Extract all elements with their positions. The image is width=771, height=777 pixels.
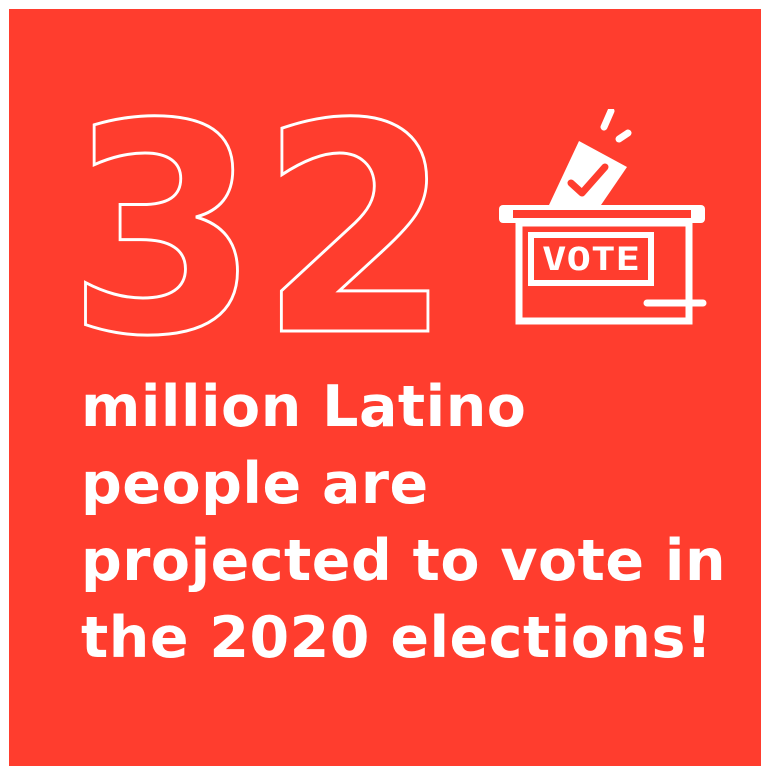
headline-line-2: people are [81, 451, 429, 517]
infographic-card: 32 VOTE million Latino people are projec… [9, 9, 761, 766]
checkmark-icon [567, 163, 609, 197]
headline-line-4: the 2020 elections! [81, 605, 713, 671]
headline-line-1: million Latino [81, 374, 527, 440]
vote-label: VOTE [542, 240, 640, 278]
ballot-paper-icon [549, 109, 632, 205]
headline: million Latino people are projected to v… [81, 369, 751, 677]
big-number-text: 32 [67, 63, 452, 349]
headline-line-3: projected to vote in [81, 528, 727, 594]
big-number-outline: 32 [66, 62, 454, 350]
ballot-box-icon: VOTE [499, 109, 707, 325]
